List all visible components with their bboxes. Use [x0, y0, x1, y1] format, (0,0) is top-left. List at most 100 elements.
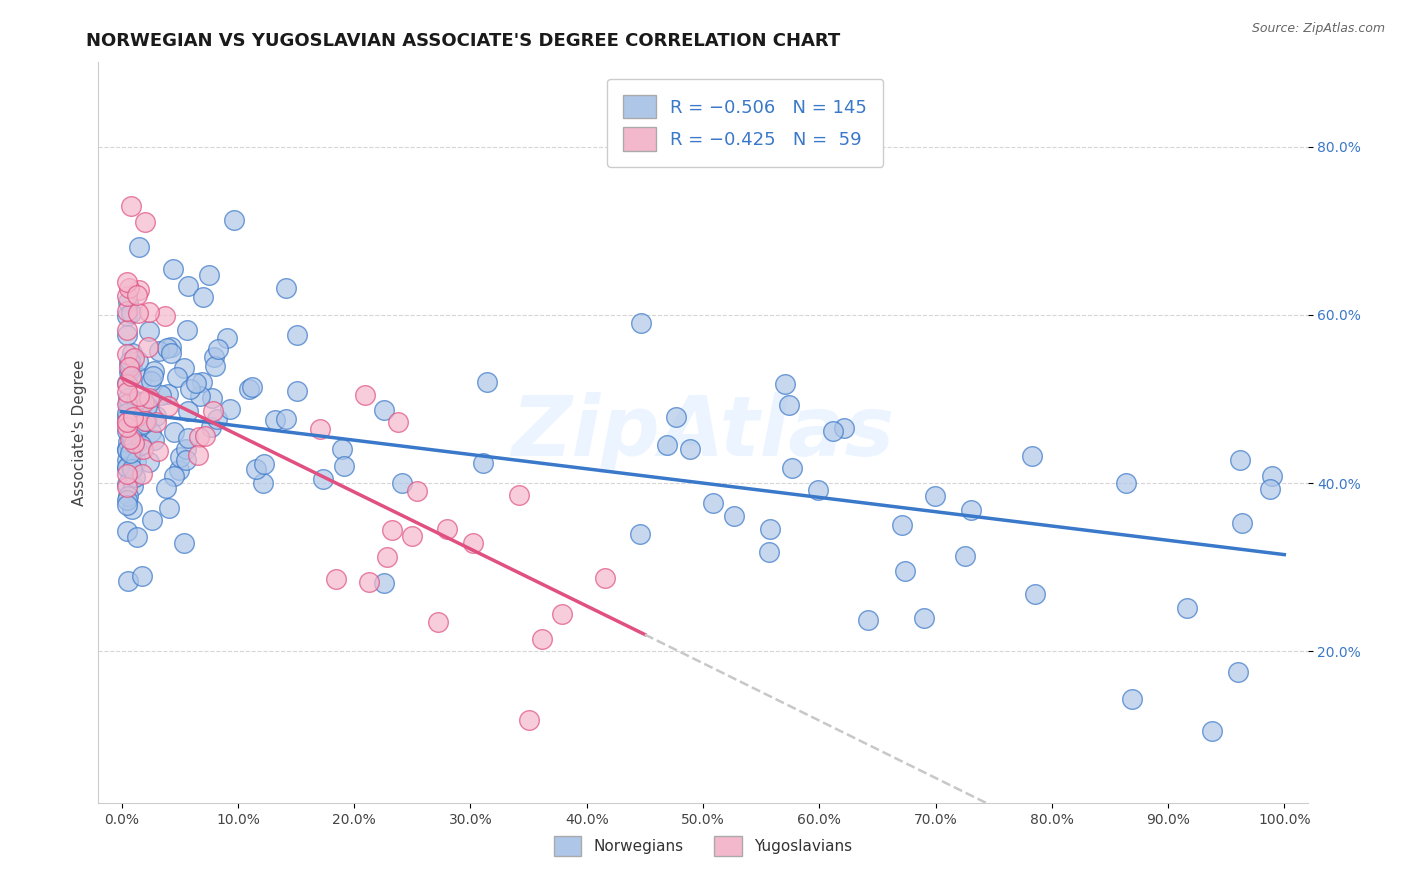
Point: [117, 461, 139, 475]
Point: [117, 384, 139, 399]
Point: [325, 572, 347, 586]
Point: [148, 343, 170, 358]
Point: [187, 448, 209, 462]
Point: [780, 460, 803, 475]
Point: [821, 425, 844, 439]
Point: [162, 262, 184, 277]
Y-axis label: Associate's Degree: Associate's Degree: [72, 359, 87, 506]
Point: [530, 632, 553, 647]
Point: [121, 478, 143, 492]
Point: [124, 470, 146, 484]
Point: [401, 529, 423, 543]
Point: [136, 340, 159, 354]
Point: [127, 354, 149, 368]
Point: [142, 364, 165, 378]
Point: [163, 425, 186, 440]
Point: [120, 432, 142, 446]
Point: [157, 500, 180, 515]
Point: [187, 430, 209, 444]
Point: [121, 346, 143, 360]
Point: [128, 240, 150, 254]
Point: [312, 472, 335, 486]
Point: [134, 215, 156, 229]
Point: [217, 331, 239, 345]
Point: [118, 281, 141, 295]
Point: [120, 368, 142, 383]
Point: [309, 422, 332, 436]
Point: [118, 354, 141, 368]
Point: [245, 462, 267, 476]
Point: [285, 384, 308, 398]
Point: [117, 415, 139, 429]
Point: [551, 607, 574, 621]
Point: [125, 454, 148, 468]
Point: [155, 482, 177, 496]
Point: [143, 433, 166, 447]
Point: [117, 574, 139, 588]
Point: [117, 493, 139, 508]
Point: [117, 323, 139, 337]
Point: [117, 327, 139, 342]
Point: [117, 409, 139, 424]
Point: [117, 289, 139, 303]
Point: [912, 611, 935, 625]
Point: [779, 398, 801, 412]
Point: [117, 294, 139, 309]
Point: [856, 613, 879, 627]
Point: [173, 360, 195, 375]
Point: [207, 343, 229, 357]
Point: [1024, 587, 1046, 601]
Point: [285, 327, 308, 342]
Point: [138, 391, 160, 405]
Point: [134, 414, 156, 428]
Point: [156, 387, 179, 401]
Point: [179, 382, 201, 396]
Point: [127, 306, 149, 320]
Point: [117, 406, 139, 420]
Point: [373, 402, 395, 417]
Point: [375, 549, 398, 564]
Point: [120, 306, 142, 320]
Point: [117, 477, 139, 491]
Point: [1201, 724, 1223, 739]
Point: [167, 463, 190, 477]
Point: [141, 374, 163, 388]
Point: [142, 368, 165, 383]
Point: [156, 399, 179, 413]
Point: [893, 564, 915, 578]
Point: [141, 425, 163, 439]
Point: [924, 489, 946, 503]
Point: [373, 575, 395, 590]
Point: [117, 304, 139, 318]
Point: [135, 399, 157, 413]
Point: [201, 403, 224, 417]
Point: [191, 375, 214, 389]
Point: [173, 536, 195, 550]
Text: NORWEGIAN VS YUGOSLAVIAN ASSOCIATE'S DEGREE CORRELATION CHART: NORWEGIAN VS YUGOSLAVIAN ASSOCIATE'S DEG…: [86, 32, 841, 50]
Point: [204, 350, 226, 364]
Point: [117, 397, 139, 411]
Point: [120, 446, 142, 460]
Point: [125, 530, 148, 544]
Point: [330, 442, 353, 456]
Point: [117, 376, 139, 390]
Point: [406, 484, 429, 499]
Point: [1227, 665, 1250, 679]
Point: [121, 461, 143, 475]
Point: [128, 283, 150, 297]
Point: [117, 415, 139, 429]
Point: [1175, 600, 1198, 615]
Point: [156, 341, 179, 355]
Point: [135, 414, 157, 428]
Point: [508, 487, 530, 501]
Point: [222, 213, 245, 227]
Point: [127, 435, 149, 450]
Point: [176, 322, 198, 336]
Point: [354, 387, 377, 401]
Point: [475, 375, 498, 389]
Point: [127, 288, 149, 302]
Point: [131, 417, 153, 431]
Point: [426, 615, 449, 630]
Point: [166, 370, 188, 384]
Point: [357, 574, 380, 589]
